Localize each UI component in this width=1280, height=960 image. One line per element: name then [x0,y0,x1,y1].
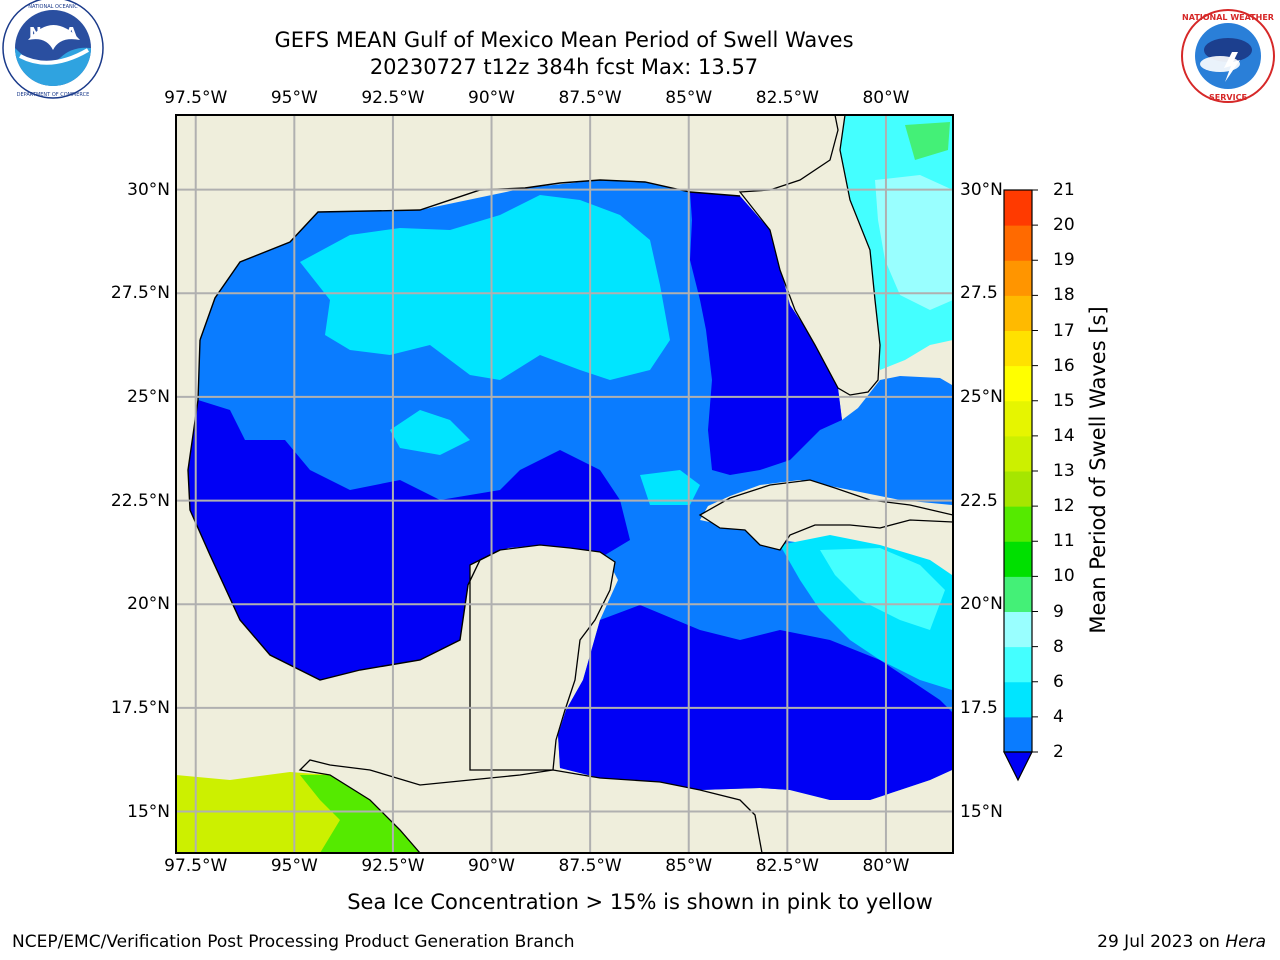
lat-tick-left: 15°N [127,801,170,822]
lon-tick-bottom: 82.5°W [755,856,819,876]
lat-tick-right: 17.5 [960,697,998,718]
colorbar-swatch [1004,225,1032,261]
colorbar-tick-label: 12 [1053,496,1075,517]
lon-tick-bottom: 95°W [270,856,318,876]
colorbar-swatch [1004,260,1032,296]
nws-logo: NATIONAL WEATHER SERVICE [1181,9,1275,103]
colorbar-swatch [1004,716,1032,753]
lon-tick-bottom: 80°W [862,856,910,876]
colorbar-swatch [1004,506,1032,542]
atlantic-swell-band-9-10s [905,122,950,160]
colorbar-swatch [1004,541,1032,577]
colorbar-tick-label: 13 [1053,461,1075,481]
florida-peninsula [738,115,881,396]
lat-tick-right: 22.5 [960,490,998,511]
svg-text:SERVICE: SERVICE [1209,93,1247,102]
colorbar-swatch [1004,365,1032,402]
honduras-nicaragua-land [298,759,763,853]
colorbar-swatch [1004,471,1032,507]
lat-tick-left: 30°N [127,179,170,200]
map-gridlines [176,115,953,853]
map-frame [175,114,954,854]
lon-tick-top: 80°W [862,88,910,108]
lat-tick-left: 25°N [127,386,170,407]
lon-tick-bottom: 92.5°W [361,856,425,876]
lon-tick-top: 82.5°W [755,88,819,108]
lon-tick-top: 95°W [270,88,318,108]
colorbar-tick-label: 15 [1053,390,1075,411]
colorbar-tick-label: 9 [1053,601,1064,622]
svg-text:NATIONAL WEATHER: NATIONAL WEATHER [1182,13,1274,22]
svg-text:NATIONAL OCEANIC: NATIONAL OCEANIC [28,4,78,10]
colorbar-swatch [1004,295,1032,331]
colorbar-swatch [1004,576,1032,612]
lon-tick-top: 85°W [665,88,713,108]
cuba [698,479,953,551]
footer-machine: Hera [1225,932,1266,952]
lon-tick-top: 92.5°W [361,88,425,108]
lon-tick-top: 90°W [468,88,516,108]
colorbar-tick-label: 20 [1053,215,1075,236]
lon-tick-bottom: 85°W [665,856,713,876]
colorbar-tick-label: 19 [1053,250,1075,271]
colorbar-swatch [1004,646,1032,683]
lat-tick-right: 27.5 [960,283,998,304]
lat-tick-right: 20°N [960,594,1003,615]
plot-subtitle: 20230727 t12z 384h fcst Max: 13.57 [369,55,759,79]
footer-date: 29 Jul 2023 on Hera [1097,932,1266,952]
colorbar-under-arrow [1003,751,1033,782]
footer-date-text: 29 Jul 2023 on [1097,932,1226,952]
colorbar-tick-label: 10 [1053,566,1075,587]
florida-straits-swell-band [640,470,700,505]
colorbar-tick-label: 4 [1053,706,1064,727]
plot-title: GEFS MEAN Gulf of Mexico Mean Period of … [274,28,854,52]
lat-tick-left: 27.5°N [110,283,170,304]
colorbar-title: Mean Period of Swell Waves [s] [1086,306,1110,634]
footer-credit: NCEP/EMC/Verification Post Processing Pr… [12,932,575,952]
colorbar-tick-label: 6 [1053,671,1064,692]
pacific-swell-band-11-12s [300,775,430,853]
lat-tick-right: 25°N [960,386,1003,407]
lat-tick-left: 20°N [127,594,170,615]
svg-text:NOAA: NOAA [29,24,78,42]
colorbar-tick-label: 21 [1053,180,1075,200]
colorbar-swatch [1004,400,1032,437]
lat-tick-right: 15°N [960,801,1003,822]
gulf-swell-band-under-2s-east [690,192,842,475]
yucatan-peninsula [469,544,616,771]
lon-tick-top: 97.5°W [164,88,228,108]
svg-text:DEPARTMENT OF COMMERCE: DEPARTMENT OF COMMERCE [17,92,90,98]
colorbar-tick-label: 16 [1053,355,1075,376]
lon-tick-bottom: 90°W [468,856,516,876]
atlantic-swell-band-8-9s [875,175,953,310]
lon-tick-bottom: 87.5°W [558,856,622,876]
colorbar-tick-label: 17 [1053,320,1075,341]
colorbar-swatch [1004,435,1032,472]
colorbar-tick-label: 18 [1053,285,1075,306]
lon-tick-top: 87.5°W [558,88,622,108]
colorbar-tick-label: 14 [1053,425,1075,446]
gulf-swell-band-under-2s-west [188,400,630,680]
colorbar-swatch [1004,330,1032,367]
colorbar-swatch [1004,611,1032,648]
lat-tick-right: 30°N [960,179,1003,200]
colorbar-tick-label: 2 [1053,742,1064,762]
colorbar-tick-label: 8 [1053,636,1064,657]
colorbar-swatch [1004,190,1032,226]
caribbean-swell-band-6-8s [820,548,945,630]
sea-ice-note: Sea Ice Concentration > 15% is shown in … [347,890,933,914]
colorbar [1003,189,1038,782]
caribbean-swell-band-under-2s [558,605,952,800]
gulf-swell-band-4-6s-small [390,410,470,455]
colorbar-swatch [1004,681,1032,718]
colorbar-tick-label: 11 [1053,531,1075,552]
lat-tick-left: 22.5°N [110,490,170,511]
lat-tick-left: 17.5°N [110,697,170,718]
noaa-logo: NOAA NATIONAL OCEANIC DEPARTMENT OF COMM… [2,0,104,99]
lon-tick-bottom: 97.5°W [164,856,228,876]
